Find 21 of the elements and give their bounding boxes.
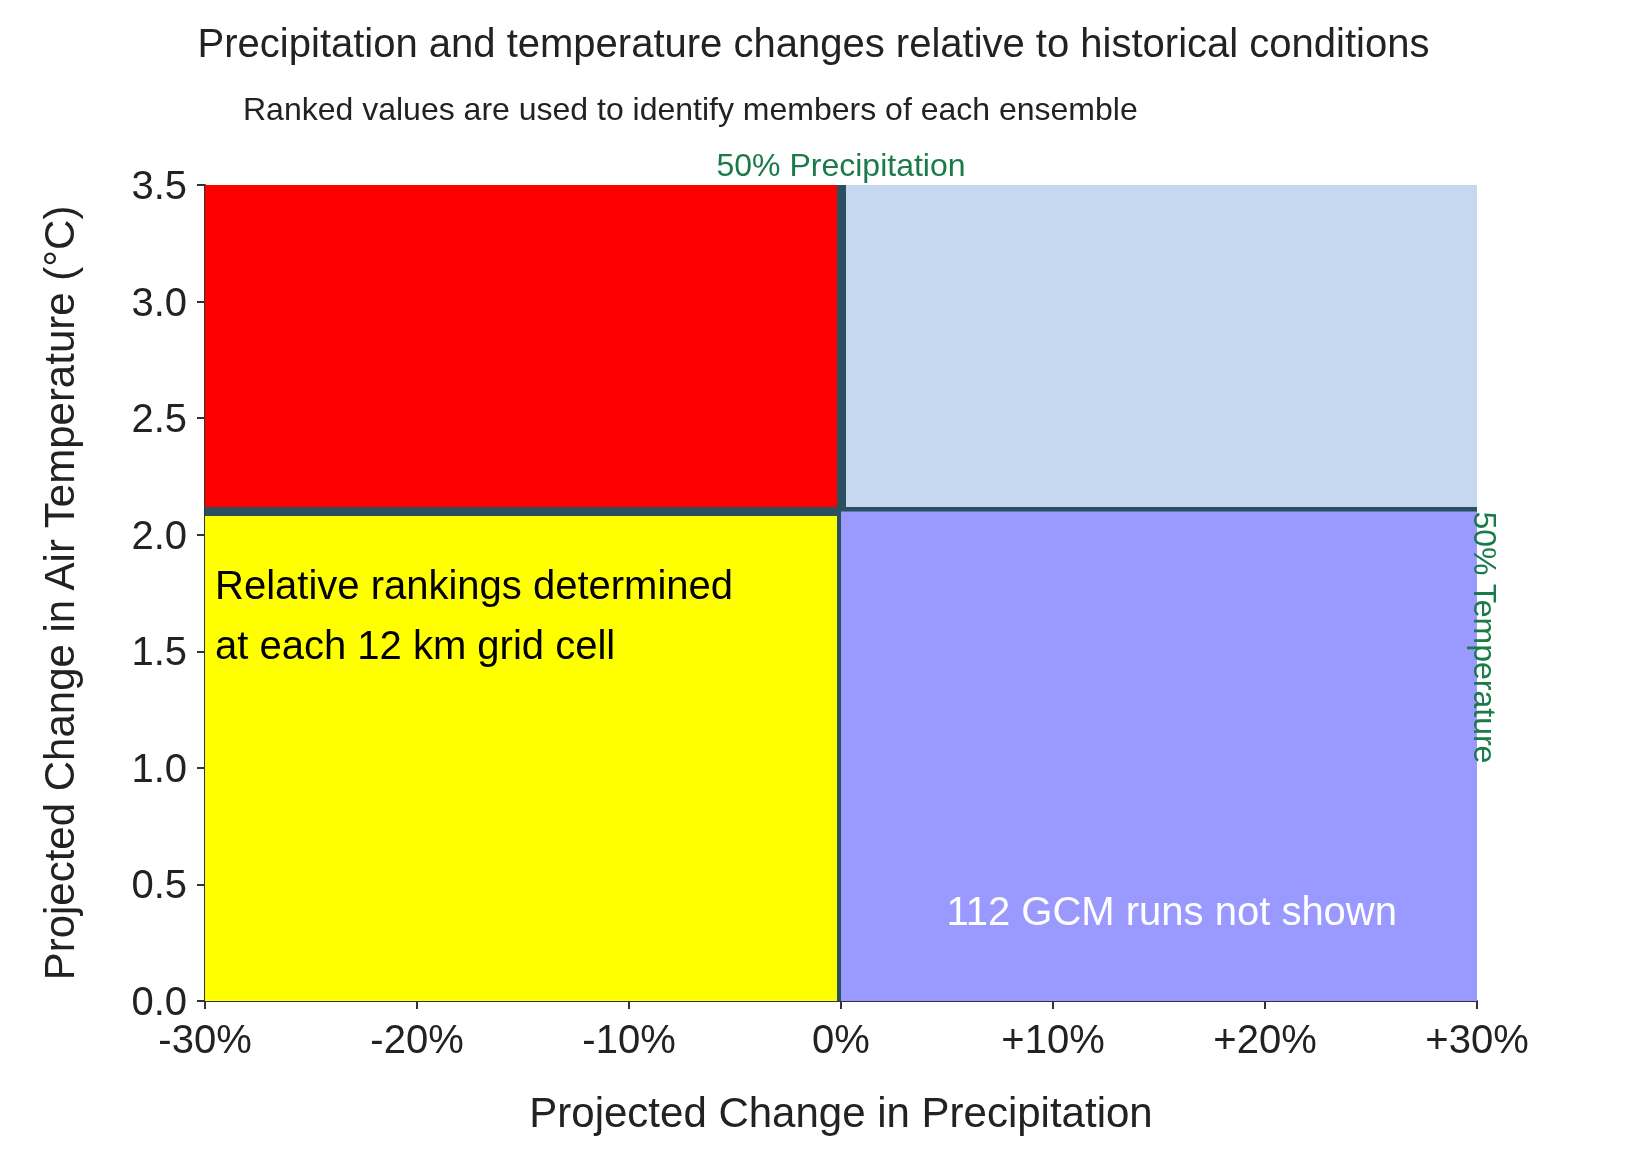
y-tick-label: 1.5 bbox=[131, 629, 187, 674]
ref-line-label: 50% Temperature bbox=[1467, 511, 1503, 764]
x-tick-label: +20% bbox=[1213, 1017, 1317, 1061]
x-tick-label: -20% bbox=[370, 1017, 464, 1061]
chart-title: Precipitation and temperature changes relative to historical conditions bbox=[197, 21, 1430, 65]
y-tick-label: 3.5 bbox=[131, 163, 187, 207]
ref-line-label: 50% Precipitation bbox=[716, 147, 966, 183]
y-axis-title: Projected Change in Air Temperature (°C) bbox=[35, 205, 83, 981]
y-tick-label: 2.5 bbox=[131, 396, 187, 441]
y-tick-label: 2.0 bbox=[131, 512, 187, 557]
x-axis-title: Projected Change in Precipitation bbox=[529, 1088, 1153, 1136]
annotation: Relative rankings determined at each 12 km grid cell bbox=[215, 563, 734, 667]
x-tick-label: +10% bbox=[1001, 1017, 1105, 1061]
y-tick-label: 0.5 bbox=[131, 862, 187, 907]
x-tick-label: 0% bbox=[812, 1017, 870, 1061]
y-tick-label: 1.0 bbox=[131, 745, 187, 790]
y-tick-label: 3.0 bbox=[131, 279, 187, 324]
chart-subtitle: Ranked values are used to identify members of each ensemble bbox=[243, 91, 1138, 127]
x-tick-label: +30% bbox=[1425, 1017, 1529, 1061]
annotation: 112 GCM runs not shown bbox=[946, 889, 1398, 933]
x-tick-label: -10% bbox=[582, 1017, 676, 1061]
